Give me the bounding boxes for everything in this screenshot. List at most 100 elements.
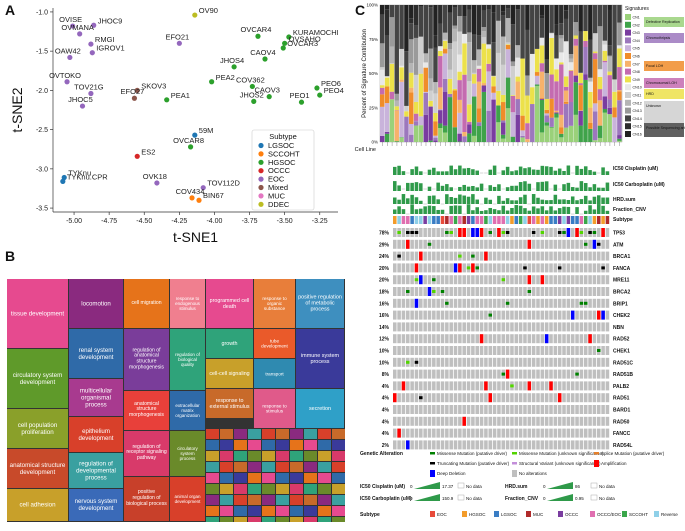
signature-bar-segment [505, 77, 511, 109]
oncoprint-cell [592, 322, 597, 332]
oncoprint-cell [510, 251, 514, 261]
treemap-minor-tile [318, 495, 331, 505]
oncoprint-cell [501, 357, 506, 367]
oncoprint-cell [484, 405, 488, 414]
signature-bar-segment [592, 51, 598, 54]
oncoprint-cell [557, 428, 562, 438]
signature-bar-segment [413, 25, 419, 38]
oncoprint-cell [432, 369, 436, 379]
signature-bar-segment [568, 5, 574, 55]
oncoprint-cell [518, 428, 523, 438]
signature-bar-segment [404, 105, 409, 112]
oncoprint-cell [453, 310, 458, 320]
signature-bar-segment [534, 5, 540, 49]
oncoprint-cell [419, 322, 423, 332]
oncoprint-cell [432, 298, 436, 308]
oncoprint-cell [488, 251, 493, 261]
signature-bar-segment [578, 31, 583, 73]
treemap-tile: transport [254, 359, 295, 388]
oncoprint-cell [575, 440, 579, 450]
oncoprint-cell [471, 369, 475, 379]
oncoprint-cell [497, 334, 501, 344]
oncoprint-cell [518, 405, 523, 414]
nodata-label: No data [466, 496, 482, 501]
signature-bar-segment [539, 98, 545, 100]
gene-percent: 4% [382, 384, 390, 390]
tsne-point-tov112d [200, 185, 206, 191]
oncoprint-cell [497, 310, 501, 320]
oncoprint-cell [445, 263, 449, 273]
oncoprint-cell [449, 251, 453, 261]
oncoprint-cell [449, 275, 453, 285]
oncoprint-cell [393, 334, 397, 344]
oncoprint-cell [540, 440, 545, 450]
oncoprint-cell [453, 405, 458, 414]
signature-bar-segment [428, 90, 433, 101]
oncoprint-cell [549, 416, 553, 426]
signature-bar-segment [476, 122, 482, 127]
track-bar [562, 184, 566, 191]
oncoprint-cell [440, 405, 445, 414]
signature-bar-segment [588, 91, 593, 108]
oncoprint-cell [393, 251, 397, 261]
legend-label: DDEC [268, 200, 290, 209]
oncoprint-cell [566, 428, 571, 438]
tsne-point-label: TOV112D [207, 179, 240, 188]
tsne-point-jhoc9 [91, 22, 97, 28]
tsne-point-label: PEO6 [321, 79, 341, 88]
oncoprint-cell [492, 275, 497, 285]
track-bar [492, 165, 497, 175]
oncoprint-cell [605, 287, 610, 296]
oncoprint-cell [484, 334, 488, 344]
oncoprint-cell [423, 228, 427, 237]
tsne-point-label: SKOV3 [141, 81, 166, 90]
oncoprint-cell [523, 334, 527, 344]
oncoprint-cell [531, 310, 536, 320]
signature-stacked-bar-chart: 0%25%50%75%100%Percent of Signature Cont… [355, 3, 623, 153]
signature-bar-segment [418, 6, 424, 37]
oncoprint-cell [479, 440, 484, 450]
signature-bar-segment [573, 114, 579, 142]
track-bar [401, 209, 406, 214]
signature-bar-segment [384, 9, 390, 36]
oncoprint-cell [605, 428, 610, 438]
amplification-cell [601, 228, 605, 237]
oncoprint-cell [397, 334, 401, 344]
track-bar [501, 170, 506, 175]
signature-bar-segment [447, 5, 453, 13]
oncoprint-cell [579, 393, 584, 403]
track-bar [440, 185, 445, 191]
subtype-cell [488, 216, 493, 224]
track-bar [471, 186, 475, 191]
oncoprint-cell [514, 334, 519, 344]
oncoprint-cell [531, 298, 536, 308]
track-bar [427, 195, 432, 204]
track-bar [557, 208, 562, 214]
signature-bar-segment [534, 85, 540, 142]
oncoprint-cell [583, 310, 588, 320]
oncoprint-cell [445, 357, 449, 367]
track-bar [592, 209, 597, 214]
signature-bar-segment [559, 137, 564, 142]
oncoprint-cell [393, 405, 397, 414]
track-bar [536, 208, 540, 214]
track-bar [419, 208, 423, 214]
tsne-point-ovk18 [154, 180, 160, 186]
oncoprint-cell [583, 228, 588, 237]
treemap-minor-tile [220, 462, 233, 472]
track-bar [440, 209, 445, 214]
signature-bar-segment [554, 24, 559, 36]
track-bar [514, 185, 519, 191]
oncoprint-cell [575, 357, 579, 367]
signature-bar-segment [559, 127, 564, 134]
treemap-minor-tile [304, 495, 317, 505]
oncoprint-cell [540, 405, 545, 414]
oncoprint-cell [453, 298, 458, 308]
signature-bar-segment [413, 74, 419, 102]
oncoprint-cell [479, 405, 484, 414]
treemap-minor-tile [304, 473, 317, 483]
oncoprint-cell [566, 298, 571, 308]
signature-bar-segment [471, 83, 477, 97]
oncoprint-cell [523, 346, 527, 355]
treemap-minor-tile [248, 506, 261, 516]
